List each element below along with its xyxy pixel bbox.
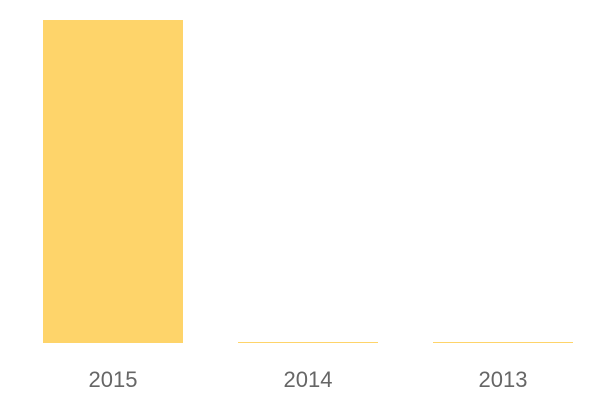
bar-2013 — [433, 342, 573, 343]
x-tick-label: 2015 — [89, 367, 138, 392]
bar-2014 — [238, 342, 378, 343]
x-tick-label: 2014 — [284, 367, 333, 392]
x-tick-label: 2013 — [479, 367, 528, 392]
bar-2015 — [43, 20, 183, 343]
